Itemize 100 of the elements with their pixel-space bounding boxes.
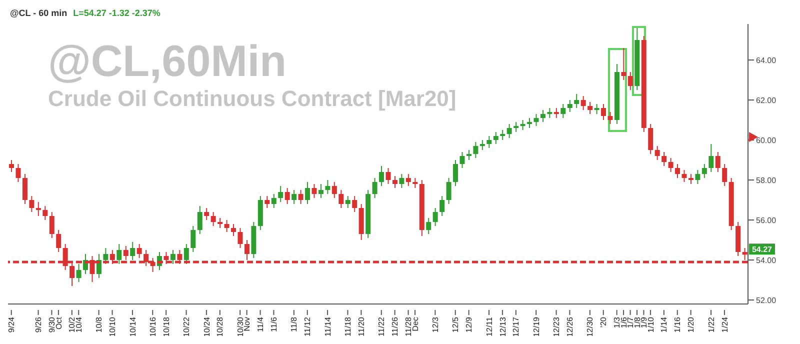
chart-title: @CL,60Min [48, 37, 288, 86]
candlestick [675, 164, 680, 178]
x-tick-label: 11/20 [356, 316, 366, 336]
candlestick [22, 174, 28, 204]
candlestick [204, 208, 210, 220]
candlestick [136, 244, 142, 258]
candlestick [440, 196, 445, 216]
candlestick [722, 164, 728, 186]
y-tick-label: 54.00 [756, 256, 777, 265]
x-tick-label: 1/8 [632, 316, 642, 328]
x-tick-label: 10/2 [68, 316, 77, 333]
text: L=54.27 -1.32 -2.37% [73, 8, 160, 18]
candlestick [372, 178, 378, 198]
candlestick [486, 136, 492, 148]
candlestick [292, 190, 297, 204]
candlestick [453, 160, 458, 186]
candlestick [446, 178, 452, 204]
x-tick-label: 11/4 [256, 316, 266, 332]
candlestick [493, 132, 498, 144]
candlestick [654, 146, 660, 160]
x-tick-label: 11/22 [377, 316, 386, 336]
x-tick-label: 11/12 [303, 316, 312, 336]
x-tick-label: 11/6 [270, 316, 279, 332]
candlestick [305, 182, 310, 204]
candlestick [608, 112, 613, 124]
x-tick-label: Oct [54, 316, 64, 330]
x-tick-label: 1/14 [660, 316, 669, 333]
candlestick [682, 170, 687, 182]
x-tick-label: 1/9 [640, 316, 649, 328]
candlestick [379, 166, 384, 186]
candlestick [231, 224, 236, 236]
text: Crude Oil Continuous Contract [Mar20] [48, 86, 456, 112]
candlestick [460, 152, 465, 168]
x-tick-label: 1/3 [612, 316, 622, 328]
candlestick [480, 140, 485, 150]
candlestick [506, 124, 512, 138]
candlestick [298, 190, 304, 204]
candlestick [29, 196, 34, 212]
x-tick-label: 11/14 [323, 316, 332, 336]
candlestick [352, 196, 358, 212]
y-tick-label: 58.00 [756, 176, 777, 185]
x-tick-label: 1/22 [706, 316, 716, 333]
x-tick-label: 1/24 [720, 316, 730, 333]
x-tick-label: 9/30 [48, 316, 57, 333]
candlestick [527, 118, 532, 128]
candlestick [184, 244, 189, 264]
candlestick [218, 218, 223, 228]
candlestick [338, 190, 344, 208]
candlestick [628, 72, 633, 90]
candlestick [588, 102, 593, 114]
candlestick [574, 94, 580, 108]
x-tick-label: 1/7 [626, 316, 636, 328]
candlestick [695, 170, 700, 184]
candlestick [190, 226, 196, 252]
candlestick [500, 130, 506, 140]
candlestick [76, 264, 82, 282]
candlestick [514, 122, 519, 132]
candlestick [238, 228, 243, 248]
x-tick-label: 9/24 [7, 316, 16, 333]
candlestick [534, 114, 539, 126]
candlestick [264, 196, 270, 208]
candlestick [284, 188, 290, 204]
candlestick [325, 180, 330, 194]
candlestick [170, 250, 176, 264]
candlestick [332, 182, 337, 198]
candlestick [715, 152, 720, 172]
x-tick-label: Dec [410, 317, 420, 332]
candlestick [708, 144, 714, 172]
candlestick [662, 152, 667, 166]
candlestick [688, 174, 694, 184]
candlestick [406, 174, 411, 186]
x-tick-label: 12/11 [484, 316, 494, 336]
x-tick-label: 9/26 [34, 316, 44, 333]
candlestick [392, 176, 398, 188]
candlestick [466, 150, 472, 160]
candlestick [594, 104, 600, 114]
candlestick [621, 48, 626, 80]
candlestick [278, 186, 284, 202]
candlestick [130, 242, 136, 260]
x-tick-label: 12/9 [464, 316, 474, 333]
candlestick [540, 110, 546, 122]
candlestick [116, 244, 122, 264]
candlestick [554, 108, 559, 118]
candlestick [271, 194, 276, 208]
candlestick [601, 104, 606, 120]
candlestick [56, 230, 62, 252]
x-tick-label: 10/8 [94, 316, 104, 333]
x-tick-label: '20 [599, 316, 608, 328]
candlestick [432, 208, 438, 226]
candlestick [702, 164, 707, 178]
candlestick [668, 158, 674, 172]
text: @CL - 60 min [10, 8, 68, 18]
candlestick [210, 212, 216, 226]
candlestick [386, 168, 391, 184]
candlestick [312, 184, 317, 198]
candlestick [49, 212, 54, 238]
candlestick [224, 220, 230, 232]
x-tick-label: 11/8 [290, 316, 299, 332]
candlestick [16, 164, 21, 182]
candlestick [426, 218, 432, 234]
